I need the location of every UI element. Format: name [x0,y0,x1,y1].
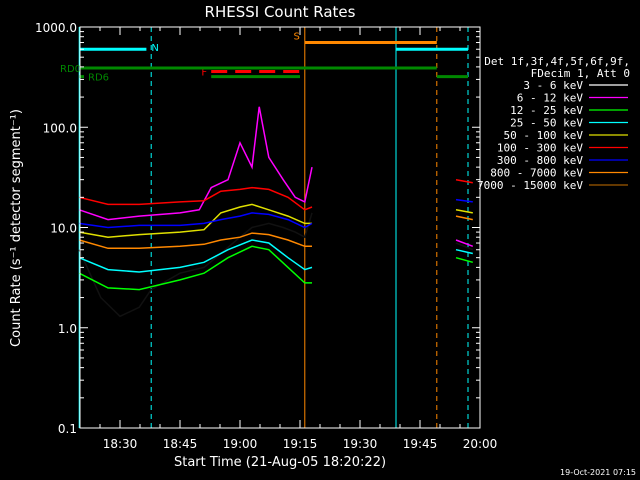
series-line [78,232,312,250]
y-tick-label: 1000.0 [35,21,77,35]
series-line [455,239,474,248]
legend-entry-label: 3 - 6 keV [523,79,583,92]
chart-title: RHESSI Count Rates [205,3,356,21]
interval-label: RD0 [60,64,81,75]
legend-entry-label: 300 - 800 keV [497,154,583,167]
series-line [79,186,313,211]
legend-entry-label: 50 - 100 keV [504,129,584,142]
x-tick-label: 18:30 [103,437,138,451]
x-tick-label: 19:30 [343,437,378,451]
series-line [455,242,474,251]
series-line [455,178,473,184]
plot-area: N F S RD0 RD6 [60,27,474,428]
series-line [455,248,473,255]
legend-entry-label: 100 - 300 keV [497,142,583,155]
legend-header: FDecim 1, Att 0 [531,67,630,80]
series-line [455,198,473,203]
legend-header: Det 1f,3f,4f,5f,6f,9f, [484,55,630,68]
interval-label: S [293,32,299,43]
series-line [78,245,312,291]
legend-entry-label: 7000 - 15000 keV [477,179,583,192]
x-tick-label: 20:00 [463,437,498,451]
y-tick-label: 1.0 [58,322,77,336]
series-line [79,203,312,238]
legend-entry-label: 12 - 25 keV [510,104,583,117]
series-line [79,212,313,229]
y-axis-label: Count Rate (s⁻¹ detector segment⁻¹) [9,109,24,347]
y-tick-label: 100.0 [43,121,77,135]
interval-label: RD6 [88,73,109,84]
axis-ticks: 18:30 18:45 19:00 19:15 19:30 19:45 20:00 0.1 1.… [35,21,497,451]
x-tick-label: 19:15 [283,437,318,451]
series-line [455,209,473,214]
plot-frame [79,26,481,429]
x-tick-label: 19:00 [223,437,258,451]
interval-label: F [201,67,207,78]
legend-entry-label: 800 - 7000 keV [490,167,583,180]
series-line [455,256,473,264]
legend: Det 1f,3f,4f,5f,6f,9f,FDecim 1, Att 03 -… [477,55,630,192]
footer-timestamp: 19-Oct-2021 07:15 [560,468,636,477]
x-axis-label: Start Time (21-Aug-05 18:20:22) [174,455,386,470]
series-line [455,215,473,221]
legend-entry-label: 6 - 12 keV [517,92,584,105]
series-line [78,239,313,273]
interval-label: N [151,43,158,54]
y-tick-label: 10.0 [50,222,77,236]
series-line [78,106,313,221]
x-tick-label: 18:45 [163,437,198,451]
x-tick-label: 19:45 [403,437,438,451]
y-tick-label: 0.1 [58,422,77,436]
legend-entry-label: 25 - 50 keV [510,117,583,130]
